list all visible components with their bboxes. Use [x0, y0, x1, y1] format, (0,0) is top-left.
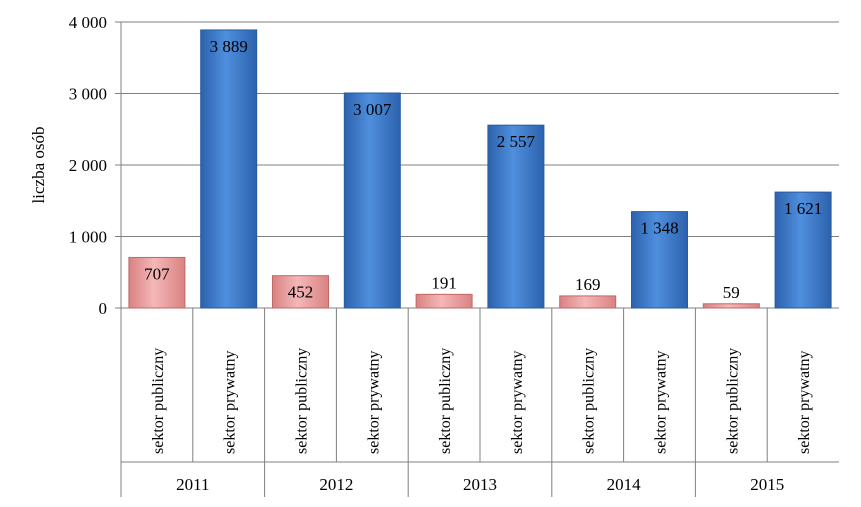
category-label: sektor prywatny — [365, 350, 382, 454]
data-label: 707 — [144, 264, 170, 283]
bar-private — [343, 92, 401, 309]
y-tick-label: 1 000 — [69, 228, 107, 247]
year-label: 2014 — [607, 475, 642, 494]
bar-private — [487, 124, 545, 309]
data-label: 3 889 — [210, 37, 248, 56]
bars — [128, 29, 832, 309]
data-label: 3 007 — [353, 100, 392, 119]
category-label: sektor publiczny — [724, 348, 741, 454]
category-label: sektor prywatny — [796, 350, 813, 454]
y-tick-label: 3 000 — [69, 85, 107, 104]
year-label: 2012 — [319, 475, 353, 494]
category-label: sektor publiczny — [437, 348, 454, 454]
y-tick-label: 2 000 — [69, 156, 107, 175]
data-label: 2 557 — [497, 132, 536, 151]
y-axis-title: liczba osób — [29, 127, 48, 204]
y-tick-label: 0 — [99, 299, 108, 318]
category-label: sektor publiczny — [294, 348, 311, 454]
year-label: 2013 — [463, 475, 497, 494]
bar-public — [702, 303, 760, 309]
category-label: sektor prywatny — [653, 350, 670, 454]
data-label: 1 621 — [784, 199, 822, 218]
bar-public — [415, 293, 473, 309]
data-label: 191 — [431, 273, 457, 292]
data-label: 452 — [288, 283, 314, 302]
data-label: 1 348 — [640, 219, 678, 238]
data-label: 169 — [575, 275, 601, 294]
category-label: sektor prywatny — [509, 350, 526, 454]
category-label: sektor prywatny — [222, 350, 239, 454]
bar-private — [200, 29, 258, 309]
y-tick-label: 4 000 — [69, 13, 107, 32]
year-label: 2011 — [176, 475, 209, 494]
data-label: 59 — [723, 283, 740, 302]
bar-private — [774, 191, 832, 309]
category-label: sektor publiczny — [150, 348, 167, 454]
year-label: 2015 — [750, 475, 784, 494]
bar-public — [128, 256, 186, 309]
bar-private — [631, 211, 688, 309]
bar-public — [272, 275, 329, 309]
bar-public — [559, 295, 617, 309]
category-label: sektor publiczny — [581, 348, 598, 454]
labels: 0 1 000 2 000 3 000 4 000 2011 707 sektor publi… — [69, 13, 822, 494]
